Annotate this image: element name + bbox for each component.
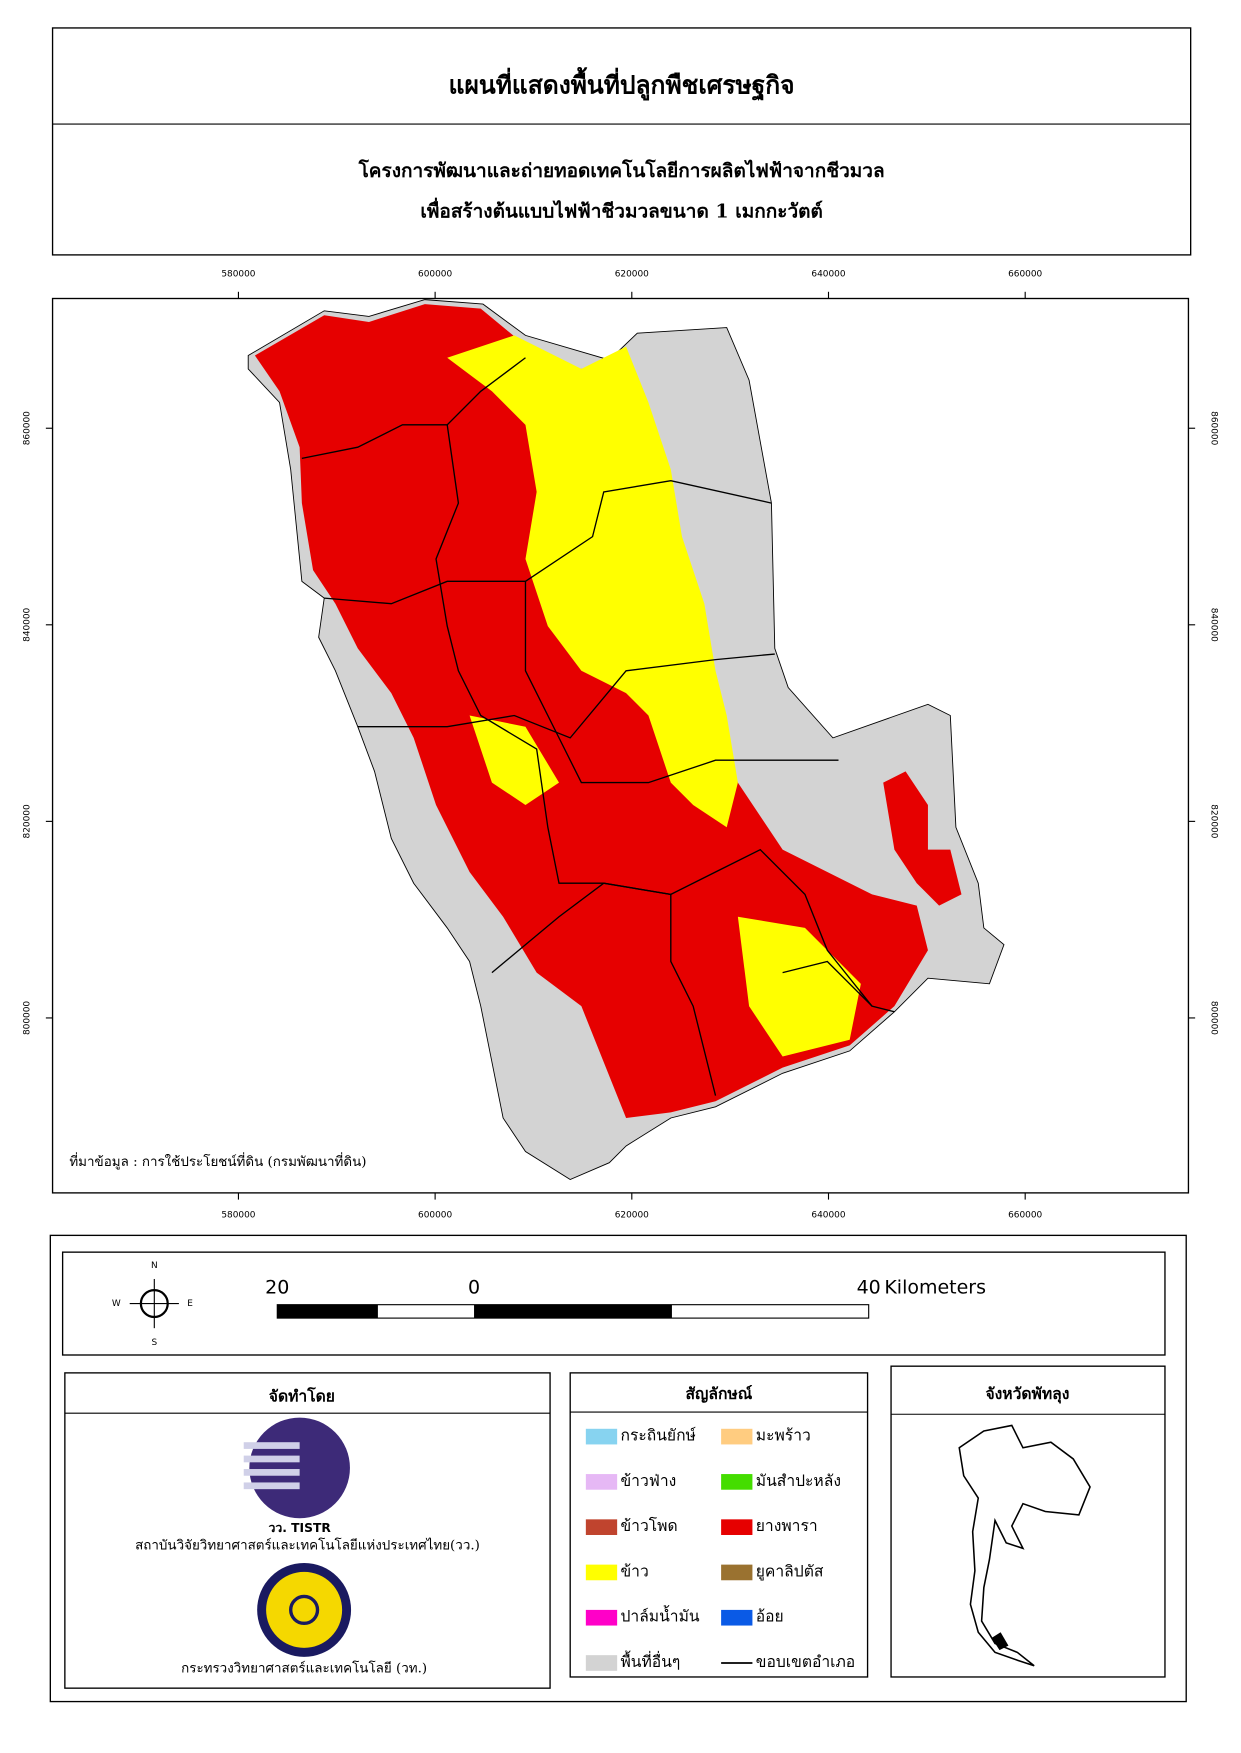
legend-swatch	[585, 1655, 618, 1671]
inset-panel	[890, 1365, 1166, 1678]
legend-label: มะพร้าว	[756, 1426, 811, 1445]
legend-swatch	[585, 1428, 618, 1445]
legend-swatch	[585, 1519, 618, 1535]
legend-swatch	[721, 1519, 753, 1535]
legend-panel	[569, 1372, 869, 1678]
province-highlight	[991, 1632, 1009, 1651]
legend-label: มันสำปะหลัง	[756, 1471, 841, 1490]
legend-label: ข้าวโพด	[621, 1516, 678, 1535]
district-boundary	[301, 357, 526, 460]
subtitle: เพื่อสร้างต้นแบบไฟฟ้าชีวมวลขนาด 1 เมกกะว…	[420, 197, 822, 222]
x-tick-label: 620000	[615, 1211, 649, 1221]
rice-area	[469, 715, 560, 805]
district-boundary	[782, 960, 895, 1013]
thailand-outline	[958, 1424, 1091, 1667]
source-note: ที่มาข้อมูล : การใช้ประโยชน์ที่ดิน (กรมพ…	[69, 1152, 366, 1170]
province	[247, 299, 1005, 1180]
rice-area	[447, 335, 738, 828]
y-tick-label: 860000	[22, 411, 32, 445]
logo-stripe	[243, 1442, 300, 1449]
x-tick-label: 660000	[1008, 1211, 1042, 1221]
logo-text: วว. TISTR	[268, 1521, 331, 1535]
scale-segment	[277, 1304, 378, 1319]
district-boundary	[435, 424, 873, 1007]
scale-label: 20	[265, 1276, 289, 1298]
scale-label: 0	[468, 1276, 480, 1298]
legend-swatch	[721, 1609, 753, 1626]
y-tick-label: 820000	[22, 804, 32, 838]
legend-title: สัญลักษณ์	[686, 1384, 753, 1404]
rubber-area	[254, 304, 928, 1118]
compass-w: W	[112, 1299, 121, 1309]
y-tick-label: 840000	[1209, 608, 1219, 642]
producer-panel	[64, 1372, 551, 1689]
y-tick-label: 820000	[1209, 804, 1219, 838]
x-tick-label: 580000	[221, 269, 255, 279]
legend-label: กระถินยักษ์	[621, 1426, 697, 1445]
legend-swatch	[721, 1428, 753, 1445]
scale-segment	[474, 1304, 672, 1319]
legend-label: ยูคาลิปตัส	[756, 1561, 824, 1581]
org-name: กระทรวงวิทยาศาสตร์และเทคโนโลยี (วท.)	[181, 1661, 427, 1677]
x-tick-label: 640000	[811, 269, 845, 279]
legend-swatch	[585, 1474, 618, 1490]
legend-label: พื้นที่อื่นๆ	[621, 1650, 681, 1671]
x-tick-label: 580000	[221, 1211, 255, 1221]
scale-bar: 20 0 40 Kilometers	[265, 1276, 986, 1319]
legend-swatch	[721, 1474, 753, 1490]
x-tick-label: 660000	[1008, 269, 1042, 279]
y-tick-label: 800000	[22, 1001, 32, 1035]
y-tick-label: 860000	[1209, 411, 1219, 445]
x-tick-label: 620000	[615, 269, 649, 279]
compass-e: E	[187, 1299, 193, 1309]
legend-swatch	[585, 1564, 618, 1581]
logo-circle	[249, 1417, 350, 1519]
inset-title: จังหวัดพัทลุง	[985, 1384, 1069, 1404]
y-tick-label: 840000	[22, 607, 32, 641]
map-frame	[51, 297, 1190, 1194]
compass-n: N	[151, 1261, 158, 1271]
legend-label: ข้าว	[621, 1561, 649, 1580]
x-tick-label: 600000	[418, 269, 452, 279]
logo-stripe	[243, 1482, 300, 1490]
x-tick-label: 640000	[811, 1211, 845, 1221]
district-boundary	[524, 581, 839, 784]
bottom-panel	[49, 1234, 1187, 1703]
legend: กระถินยักษ์ข้าวฟ่างข้าวโพดข้าวปาล์มน้ำมั…	[585, 1426, 855, 1671]
logo-stripe	[243, 1469, 300, 1476]
legend-label: ข้าวฟ่าง	[621, 1471, 677, 1490]
scale-panel	[61, 1251, 1166, 1356]
logo-emblem	[289, 1594, 320, 1625]
district-boundary	[324, 480, 772, 605]
legend-swatch	[721, 1564, 753, 1581]
rice-area	[737, 916, 861, 1057]
legend-swatch	[585, 1609, 618, 1626]
org-name: สถาบันวิจัยวิทยาศาสตร์และเทคโนโลยีแห่งปร…	[135, 1538, 480, 1554]
legend-label: อ้อย	[756, 1607, 784, 1626]
tistr-logo: วว. TISTR	[243, 1417, 350, 1535]
scale-unit: Kilometers	[884, 1276, 986, 1298]
x-tick-label: 600000	[418, 1211, 452, 1221]
scale-label: 40	[857, 1276, 881, 1298]
y-tick-label: 800000	[1209, 1001, 1219, 1035]
district-boundary	[357, 653, 775, 739]
subtitle: โครงการพัฒนาและถ่ายทอดเทคโนโลยีการผลิตไฟ…	[358, 159, 885, 182]
producer-title: จัดทำโดย	[269, 1386, 335, 1405]
rubber-area	[883, 771, 962, 906]
legend-label: ปาล์มน้ำมัน	[621, 1605, 700, 1626]
title: แผนที่แสดงพื้นที่ปลูกพืชเศรษฐกิจ	[449, 67, 795, 102]
legend-label: ขอบเขตอำเภอ	[756, 1652, 855, 1671]
compass: N E S W	[112, 1261, 193, 1348]
title-box	[51, 27, 1192, 256]
legend-label: ยางพารา	[756, 1516, 818, 1535]
ministry-logo	[257, 1562, 352, 1657]
logo-stripe	[243, 1455, 300, 1463]
district-boundary	[491, 882, 717, 1096]
compass-s: S	[151, 1338, 157, 1348]
logo-inner	[266, 1571, 343, 1648]
